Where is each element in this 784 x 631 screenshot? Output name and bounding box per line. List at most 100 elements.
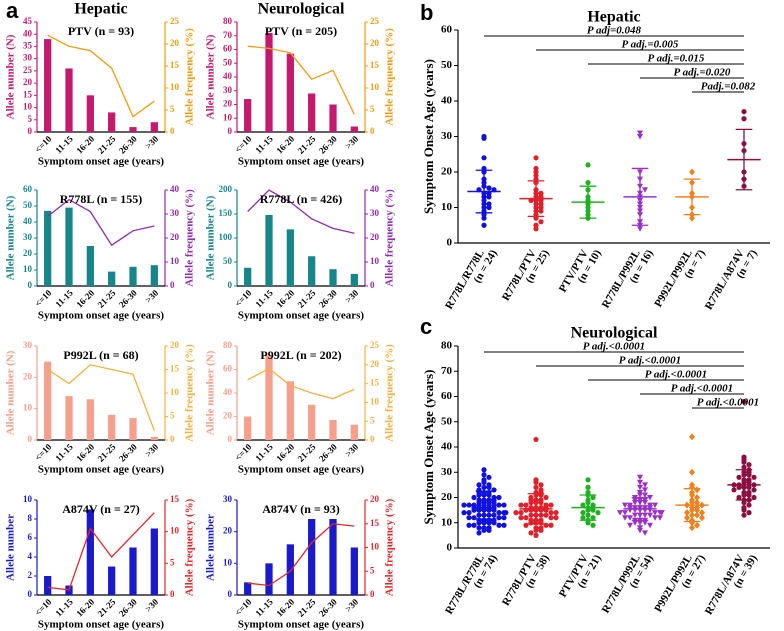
y-tick-label: 40 <box>441 95 453 107</box>
data-point <box>746 492 752 498</box>
y2-axis-label: Allele frequency (%) <box>184 28 196 126</box>
data-point <box>553 510 559 516</box>
data-point <box>642 530 648 536</box>
comparison-label: P adj.=0.020 <box>674 67 731 79</box>
x-tick-label: <=10 <box>233 441 254 462</box>
data-point <box>627 522 633 529</box>
data-point <box>461 510 467 516</box>
data-point <box>533 479 539 485</box>
data-point <box>548 510 554 516</box>
x-tick-label: 16-20 <box>74 596 96 618</box>
data-point <box>496 510 502 516</box>
x-tick-label: 21-25 <box>296 596 318 618</box>
panel-label: b <box>420 0 433 25</box>
x-tick-label: 16-20 <box>74 287 96 309</box>
data-point <box>486 499 492 506</box>
data-point <box>736 484 742 490</box>
y2-tick-label: 0 <box>370 589 375 599</box>
error-bar <box>683 488 701 523</box>
data-point <box>657 515 663 521</box>
data-point <box>751 494 757 501</box>
data-point <box>590 507 596 513</box>
column-title: Hepatic <box>74 1 127 18</box>
data-point <box>617 510 623 516</box>
y2-axis-label: Allele frequency (%) <box>184 498 196 596</box>
data-point <box>595 510 601 516</box>
y-tick-label: 10 <box>223 557 233 567</box>
data-point <box>481 527 487 533</box>
bar <box>129 266 137 286</box>
x-tick-label: <=10 <box>233 287 254 308</box>
error-bar <box>475 169 493 214</box>
data-point <box>741 512 747 518</box>
data-point <box>486 185 492 191</box>
data-point <box>501 522 507 528</box>
bar <box>329 519 337 595</box>
data-point <box>746 484 752 490</box>
y2-tick-label: 10 <box>370 396 380 406</box>
y-tick-label: 20 <box>223 411 233 421</box>
y-tick-label: 0 <box>28 280 33 290</box>
data-point <box>491 499 497 506</box>
y2-tick-label: 10 <box>170 526 180 536</box>
data-point <box>481 222 487 228</box>
error-bar <box>475 490 493 520</box>
data-point <box>741 109 747 115</box>
data-point <box>466 522 472 528</box>
y2-tick-label: 30 <box>170 208 180 218</box>
data-point <box>590 522 596 528</box>
x-tick-label: 26-30 <box>317 287 339 309</box>
y2-tick-label: 15 <box>170 60 180 70</box>
x-tick-label: 11-15 <box>53 133 75 155</box>
y-axis-label: Allele number (N) <box>205 34 217 119</box>
bar <box>44 210 52 286</box>
data-point <box>637 474 643 481</box>
y-tick-label: 6 <box>28 532 33 542</box>
data-point <box>548 515 554 521</box>
y-tick-label: 100 <box>219 232 233 242</box>
data-point <box>543 494 549 501</box>
data-point <box>580 515 586 521</box>
column-title: Neurological <box>258 1 345 18</box>
data-point <box>622 502 628 509</box>
y-tick-label: 80 <box>441 340 453 352</box>
data-point <box>481 135 487 141</box>
y2-tick-label: 15 <box>170 364 180 374</box>
y2-tick-label: 5 <box>370 104 375 114</box>
data-point <box>533 532 539 538</box>
y2-tick-label: 5 <box>170 104 175 114</box>
y2-axis-label: Allele frequency (%) <box>384 344 396 442</box>
bar <box>308 519 316 595</box>
y2-tick-label: 0 <box>170 280 175 290</box>
error-bar <box>527 180 545 218</box>
bar <box>265 563 273 595</box>
x-tick-label: 11-15 <box>53 287 75 309</box>
data-point <box>637 134 643 140</box>
data-point <box>486 204 492 211</box>
y2-tick-label: 20 <box>370 494 380 504</box>
data-point <box>746 502 752 508</box>
y-tick-label: 50 <box>223 57 233 67</box>
data-point <box>731 487 737 493</box>
bar <box>129 127 137 132</box>
y2-tick-label: 25 <box>370 340 380 350</box>
data-point <box>486 512 492 518</box>
x-tick-label: 11-15 <box>253 596 275 618</box>
data-point <box>486 507 492 513</box>
bar <box>308 256 316 286</box>
data-point <box>585 162 591 168</box>
x-tick-label: 21-25 <box>96 133 118 155</box>
y2-tick-label: 5 <box>370 565 375 575</box>
x-tick-label: >30 <box>343 287 360 304</box>
data-point <box>585 477 591 483</box>
y-axis-label: Allele number (N) <box>5 195 17 280</box>
comparison-label: P adj.<0.0001 <box>583 341 645 353</box>
data-point <box>548 522 554 528</box>
y-tick-label: 60 <box>23 184 33 194</box>
bar <box>244 99 252 132</box>
bar <box>286 53 294 132</box>
data-point <box>652 510 658 516</box>
data-point <box>637 492 643 498</box>
y-tick-label: 70 <box>441 365 453 377</box>
data-point <box>486 492 492 498</box>
